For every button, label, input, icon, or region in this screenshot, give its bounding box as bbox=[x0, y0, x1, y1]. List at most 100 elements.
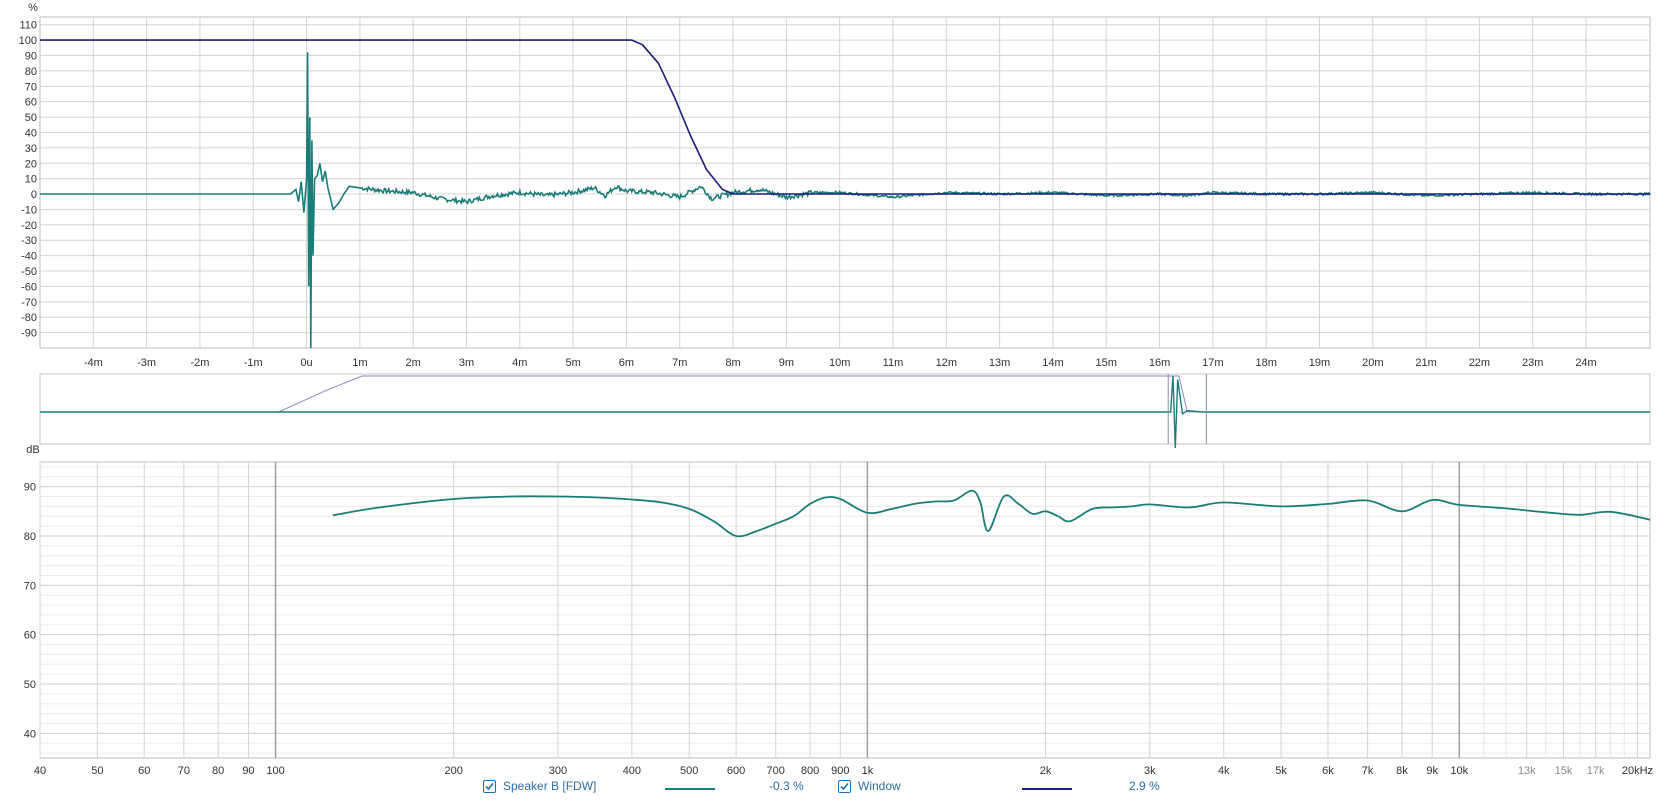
y-tick-label: 40 bbox=[25, 127, 37, 139]
y-tick-label: 50 bbox=[24, 679, 36, 691]
y-tick-label: 90 bbox=[25, 50, 37, 62]
x-tick-label: 22m bbox=[1469, 357, 1490, 369]
y-tick-label: 30 bbox=[25, 143, 37, 155]
speaker-legend[interactable]: Speaker B [FDW] bbox=[483, 779, 596, 793]
y-tick-label: -20 bbox=[21, 220, 37, 232]
x-tick-label: -4m bbox=[84, 357, 103, 369]
window-line-swatch bbox=[1022, 788, 1072, 790]
impulse-plot-area[interactable] bbox=[39, 16, 1651, 349]
x-tick-label: 60 bbox=[138, 765, 150, 777]
x-tick-label: 7k bbox=[1362, 765, 1374, 777]
window-trace bbox=[39, 39, 1650, 195]
y-tick-label: -90 bbox=[21, 328, 37, 340]
x-tick-label: -1m bbox=[244, 357, 263, 369]
x-tick-label: 14m bbox=[1042, 357, 1063, 369]
x-tick-label: 19m bbox=[1309, 357, 1330, 369]
legend-bar: Speaker B [FDW] -0.3 % Window 2.9 % bbox=[0, 776, 1666, 802]
x-tick-label: 17m bbox=[1202, 357, 1223, 369]
x-tick-label: 13k bbox=[1518, 765, 1536, 777]
x-tick-label: 21m bbox=[1415, 357, 1436, 369]
speaker-line-swatch bbox=[665, 788, 715, 790]
x-tick-label: 12m bbox=[936, 357, 957, 369]
x-tick-label: 800 bbox=[801, 765, 819, 777]
x-tick-label: 80 bbox=[212, 765, 224, 777]
x-tick-label: 20m bbox=[1362, 357, 1383, 369]
x-tick-label: 50 bbox=[91, 765, 103, 777]
x-tick-label: 5k bbox=[1275, 765, 1287, 777]
x-tick-label: 200 bbox=[445, 765, 463, 777]
overview-window-trace bbox=[40, 375, 1650, 413]
y-axis-unit-label: % bbox=[28, 2, 38, 14]
x-tick-label: 600 bbox=[727, 765, 745, 777]
x-tick-label: 4k bbox=[1218, 765, 1230, 777]
x-tick-label: 5m bbox=[565, 357, 580, 369]
x-tick-label: 300 bbox=[549, 765, 567, 777]
x-tick-label: 500 bbox=[680, 765, 698, 777]
x-tick-label: 17k bbox=[1587, 765, 1605, 777]
speaker-cursor-value: -0.3 % bbox=[769, 779, 804, 793]
x-tick-label: 23m bbox=[1522, 357, 1543, 369]
x-tick-label: 6k bbox=[1322, 765, 1334, 777]
y-tick-label: 70 bbox=[25, 81, 37, 93]
x-tick-label: 9m bbox=[779, 357, 794, 369]
y-tick-label: 0 bbox=[31, 189, 37, 201]
x-tick-label: 700 bbox=[767, 765, 785, 777]
y-tick-label: -80 bbox=[21, 312, 37, 324]
y-tick-label: 20 bbox=[25, 158, 37, 170]
speaker-frequency-trace bbox=[332, 489, 1651, 538]
y-tick-label: -60 bbox=[21, 281, 37, 293]
x-tick-label: 15k bbox=[1555, 765, 1573, 777]
x-tick-label: 40 bbox=[34, 765, 46, 777]
frequency-plot-area[interactable] bbox=[39, 461, 1651, 759]
y-tick-label: -30 bbox=[21, 235, 37, 247]
impulse-panel: 1101009080706050403020100-10-20-30-40-50… bbox=[19, 2, 1651, 369]
y-tick-label: -10 bbox=[21, 204, 37, 216]
y-tick-label: 60 bbox=[24, 630, 36, 642]
y-axis-unit-label: dB bbox=[26, 444, 39, 456]
x-tick-label: 2m bbox=[406, 357, 421, 369]
x-tick-label: 8k bbox=[1396, 765, 1408, 777]
window-legend-label: Window bbox=[858, 779, 901, 793]
x-tick-label: 18m bbox=[1255, 357, 1276, 369]
x-tick-label: 24m bbox=[1575, 357, 1596, 369]
x-tick-label: -3m bbox=[137, 357, 156, 369]
x-tick-label: 2k bbox=[1040, 765, 1052, 777]
x-tick-label: 16m bbox=[1149, 357, 1170, 369]
x-tick-label: 10m bbox=[829, 357, 850, 369]
x-tick-label: 900 bbox=[831, 765, 849, 777]
x-tick-label: 1k bbox=[862, 765, 874, 777]
x-tick-label: 20kHz bbox=[1622, 765, 1653, 777]
overview-plot-area[interactable] bbox=[39, 373, 1651, 445]
y-tick-label: -40 bbox=[21, 251, 37, 263]
checkmark-icon bbox=[485, 782, 494, 790]
y-tick-label: 60 bbox=[25, 97, 37, 109]
x-tick-label: 3k bbox=[1144, 765, 1156, 777]
x-tick-label: 10k bbox=[1450, 765, 1468, 777]
frequency-panel: 90 80 70 60 50 40 40 50 60 70 80 90 100 200 300 400 500 6… bbox=[24, 444, 1653, 777]
y-tick-label: 10 bbox=[25, 174, 37, 186]
speaker-checkbox[interactable] bbox=[483, 779, 496, 793]
window-checkbox[interactable] bbox=[838, 779, 851, 793]
y-tick-label: -70 bbox=[21, 297, 37, 309]
x-tick-label: 11m bbox=[883, 357, 904, 369]
x-tick-label: 3m bbox=[459, 357, 474, 369]
y-tick-label: 70 bbox=[24, 580, 36, 592]
x-tick-label: 70 bbox=[178, 765, 190, 777]
x-tick-label: 0u bbox=[300, 357, 312, 369]
window-legend[interactable]: Window bbox=[838, 779, 901, 793]
y-tick-label: 90 bbox=[24, 482, 36, 494]
y-tick-label: 80 bbox=[24, 531, 36, 543]
speaker-legend-label: Speaker B [FDW] bbox=[503, 779, 597, 793]
x-tick-label: 100 bbox=[266, 765, 284, 777]
y-tick-label: 100 bbox=[19, 35, 37, 47]
checkmark-icon bbox=[840, 782, 849, 790]
x-tick-label: 7m bbox=[672, 357, 687, 369]
y-tick-label: -50 bbox=[21, 266, 37, 278]
overview-panel bbox=[39, 373, 1651, 449]
x-tick-label: 90 bbox=[242, 765, 254, 777]
x-tick-label: -2m bbox=[190, 357, 209, 369]
x-tick-label: 400 bbox=[623, 765, 641, 777]
x-tick-label: 6m bbox=[619, 357, 634, 369]
x-tick-label: 13m bbox=[989, 357, 1010, 369]
